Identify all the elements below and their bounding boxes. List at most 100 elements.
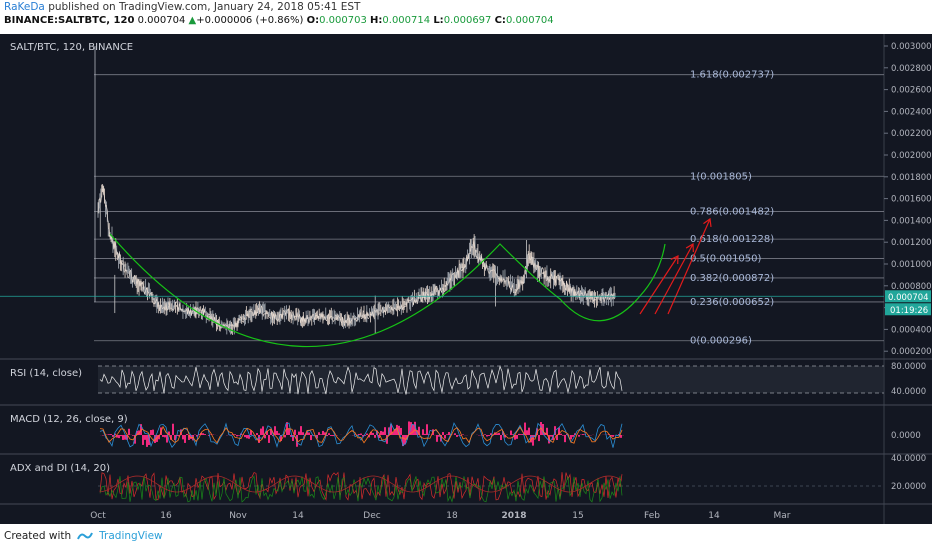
macd-histogram-bar [454,433,456,435]
macd-histogram-bar [512,434,514,435]
macd-histogram-bar [274,426,276,435]
macd-histogram-bar [500,435,502,441]
high-label: H: [370,15,383,26]
projection-arrow [667,218,711,315]
fib-level-label: 0.382(0.000872) [690,273,774,284]
macd-histogram-bar [538,435,540,442]
macd-histogram-bar [460,435,462,436]
time-tick-label: Mar [774,511,791,521]
macd-histogram-bar [324,432,326,435]
macd-histogram-bar [198,434,200,435]
macd-histogram-bar [308,432,310,435]
time-tick-label: 14 [292,511,304,521]
macd-histogram-bar [110,434,112,435]
price-tick-label: 0.000800 [891,282,932,292]
macd-histogram-bar [562,435,564,436]
price-tick-label: 0.001600 [891,195,932,205]
time-tick-label: 2018 [501,511,526,521]
main-chart-title: SALT/BTC, 120, BINANCE [10,42,133,53]
countdown-tag [885,303,931,316]
macd-histogram-bar [208,435,210,436]
macd-histogram-bar [582,434,584,435]
fib-level-label: 0.5(0.001050) [690,254,762,265]
macd-histogram-bar [384,427,386,435]
macd-histogram-bar [442,432,444,435]
macd-histogram-bar [298,431,300,435]
macd-histogram-bar [544,432,546,435]
macd-histogram-bar [542,424,544,435]
macd-histogram-bar [362,435,364,437]
macd-histogram-bar [132,435,134,436]
author-link[interactable]: RaKeDa [4,1,45,13]
current-price-tag-label: 0.000704 [888,293,929,303]
macd-histogram-bar [182,435,184,440]
macd-histogram-bar [458,435,460,436]
close-label: C: [494,15,506,26]
macd-histogram-bar [370,431,372,435]
macd-histogram-bar [260,428,262,435]
macd-histogram-bar [280,435,282,441]
chart-canvas[interactable]: 0.003000 0.002800 0.002600 0.002400 0.002200… [0,34,932,524]
macd-histogram-bar [278,433,280,435]
close-value: 0.000704 [505,15,554,26]
tradingview-logo-icon [77,532,94,540]
macd-histogram-bar [462,434,464,435]
rsi-band [98,366,884,393]
macd-histogram-bar [170,435,172,440]
macd-histogram-bar [424,433,426,435]
macd-histogram-bar [532,435,534,446]
projection-arrowhead [685,242,694,253]
macd-histogram-bar [536,428,538,435]
macd-histogram-bar [408,421,410,435]
macd-histogram-bar [368,435,370,438]
tradingview-brand[interactable]: TradingView [99,530,163,542]
macd-histogram-bar [322,430,324,435]
macd-histogram-bar [284,435,286,438]
macd-histogram-bar [316,435,318,439]
macd-histogram-bar [162,435,164,437]
macd-histogram-bar [156,435,158,442]
rsi-title: RSI (14, close) [10,368,82,379]
macd-histogram-bar [108,434,110,435]
projection-arrowhead [703,217,712,228]
macd-histogram-bar [122,435,124,440]
macd-pane [99,421,624,448]
price-tick-label: 0.000400 [891,325,932,335]
time-tick-label: Oct [90,511,106,521]
macd-histogram-bar [118,435,120,439]
macd-histogram-bar [558,427,560,435]
di-plus-line [99,475,623,503]
macd-histogram-bar [392,432,394,435]
macd-title: MACD (12, 26, close, 9) [10,414,128,425]
macd-histogram-bar [124,435,126,440]
macd-histogram-bar [186,434,188,435]
macd-histogram-bar [438,435,440,437]
macd-histogram-bar [366,433,368,435]
macd-histogram-bar [526,430,528,435]
macd-histogram-bar [390,424,392,435]
macd-histogram-bar [510,430,512,435]
time-tick-label: 18 [446,511,458,521]
macd-histogram-bar [572,435,574,437]
macd-histogram-bar [248,435,250,439]
macd-histogram-bar [514,435,516,440]
macd-histogram-bar [528,427,530,435]
countdown-tag-label: 01:19:26 [890,306,928,316]
macd-histogram-bar [554,426,556,435]
price-tick-label: 0.002400 [891,107,932,117]
macd-histogram-bar [120,435,122,437]
macd-histogram-bar [174,435,176,441]
price-tick-label: 0.002000 [891,151,932,161]
macd-histogram-bar [172,423,174,435]
projection-arrowhead [670,255,679,265]
macd-histogram-bar [382,431,384,435]
projection-arrows [639,217,712,315]
time-tick-label: 14 [708,511,720,521]
macd-histogram-bar [436,435,438,442]
price-tick-label: 0.002200 [891,129,932,139]
up-arrow-icon: ▲ [188,15,197,26]
macd-histogram-bar [522,434,524,435]
adx-pane [98,471,884,503]
indicator-tick-label: 0.0000 [891,431,921,441]
macd-line [99,422,623,448]
